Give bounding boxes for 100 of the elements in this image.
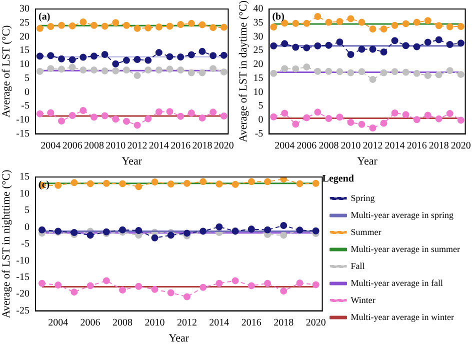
- point: [358, 46, 366, 53]
- point: [198, 69, 206, 76]
- point: [347, 69, 354, 76]
- x-tick-label: 2012: [176, 317, 197, 328]
- y-tick-label: -10: [16, 114, 30, 126]
- y-tick-label: -5: [21, 238, 30, 250]
- point: [144, 115, 152, 122]
- point: [54, 182, 62, 189]
- point: [402, 68, 410, 76]
- point: [151, 178, 158, 186]
- point: [336, 114, 344, 121]
- point: [134, 122, 141, 129]
- x-tick-label: 2018: [192, 140, 212, 152]
- point: [68, 64, 76, 71]
- point: [122, 22, 130, 29]
- point: [435, 71, 442, 78]
- point: [90, 66, 98, 74]
- point: [198, 48, 206, 55]
- point: [183, 293, 190, 300]
- point: [135, 183, 142, 190]
- point: [325, 18, 332, 26]
- point: [380, 25, 388, 32]
- point: [101, 22, 108, 30]
- point: [312, 180, 320, 187]
- point: [270, 70, 278, 77]
- y-tick-label: 10: [20, 59, 30, 70]
- point: [101, 112, 108, 120]
- point: [296, 180, 304, 188]
- point: [402, 111, 410, 118]
- point: [177, 112, 184, 120]
- point: [325, 42, 332, 49]
- point: [135, 282, 142, 290]
- point: [391, 110, 398, 116]
- point: [36, 68, 44, 75]
- x-axis-title: Year: [168, 332, 190, 344]
- y-tick-label: 15: [20, 45, 30, 56]
- point: [314, 42, 322, 50]
- point: [248, 178, 255, 186]
- point: [101, 67, 108, 74]
- legend-label: Multi-year average in spring: [350, 210, 454, 220]
- y-tick-label: 0: [258, 114, 264, 126]
- point: [424, 38, 432, 46]
- point: [167, 232, 174, 239]
- point: [210, 52, 217, 60]
- point: [369, 76, 376, 83]
- point: [314, 12, 322, 20]
- point: [155, 49, 162, 56]
- point: [188, 69, 195, 76]
- point: [292, 44, 300, 51]
- point: [369, 124, 376, 132]
- point: [312, 227, 320, 234]
- point: [280, 232, 288, 239]
- x-tick-label: 2004: [40, 140, 61, 152]
- x-tick-label: 2010: [106, 140, 126, 152]
- point: [36, 52, 44, 60]
- point: [280, 177, 288, 183]
- point: [292, 120, 300, 128]
- point: [336, 38, 344, 46]
- y-tick-label: 15: [253, 72, 264, 84]
- y-tick-label: -10: [16, 255, 30, 266]
- point: [369, 46, 376, 53]
- point: [264, 226, 272, 234]
- point: [198, 114, 206, 122]
- point: [80, 18, 87, 26]
- point: [183, 230, 190, 237]
- point: [188, 110, 195, 116]
- point: [369, 25, 376, 32]
- point: [86, 232, 94, 239]
- point: [112, 116, 120, 123]
- point: [220, 52, 228, 59]
- y-tick-label: 40: [253, 4, 264, 15]
- point: [264, 178, 272, 186]
- point: [358, 18, 366, 26]
- point: [314, 108, 322, 116]
- point: [380, 69, 388, 76]
- point: [122, 66, 130, 74]
- x-tick-label: 2020: [214, 140, 234, 152]
- point: [151, 286, 158, 293]
- point: [102, 180, 110, 187]
- y-tick-label: -20: [16, 288, 30, 300]
- point: [183, 180, 190, 187]
- y-tick-label: -5: [254, 128, 264, 140]
- point: [151, 234, 158, 242]
- point: [280, 222, 288, 230]
- y-tick-label: 0: [24, 222, 30, 233]
- point: [200, 284, 207, 291]
- point: [68, 22, 76, 30]
- point: [312, 281, 320, 288]
- point: [166, 108, 174, 116]
- point: [457, 22, 464, 30]
- point: [216, 180, 223, 188]
- point: [144, 56, 152, 64]
- x-tick-label: 2020: [450, 140, 471, 152]
- point: [200, 178, 207, 186]
- point: [112, 19, 120, 26]
- point: [281, 110, 288, 117]
- point: [232, 277, 239, 284]
- point: [58, 118, 66, 125]
- y-tick-label: 30: [20, 4, 30, 15]
- point: [177, 66, 184, 74]
